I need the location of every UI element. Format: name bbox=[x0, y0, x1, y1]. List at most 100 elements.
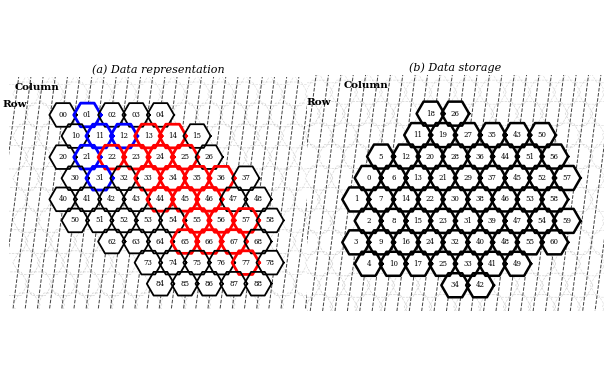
Text: 68: 68 bbox=[254, 237, 263, 245]
Text: 52: 52 bbox=[537, 174, 547, 182]
Text: 73: 73 bbox=[144, 259, 153, 267]
Text: 27: 27 bbox=[463, 131, 472, 139]
Text: 00: 00 bbox=[58, 111, 67, 119]
Text: 44: 44 bbox=[156, 195, 165, 203]
Text: 86: 86 bbox=[205, 280, 213, 288]
Polygon shape bbox=[184, 124, 210, 148]
Text: 1: 1 bbox=[354, 195, 359, 203]
Text: 21: 21 bbox=[438, 174, 447, 182]
Polygon shape bbox=[416, 144, 444, 169]
Polygon shape bbox=[244, 230, 272, 253]
Polygon shape bbox=[61, 124, 89, 148]
Text: 25: 25 bbox=[438, 260, 447, 268]
Polygon shape bbox=[147, 272, 174, 296]
Polygon shape bbox=[441, 273, 469, 297]
Text: 21: 21 bbox=[83, 153, 92, 161]
Text: 57: 57 bbox=[562, 174, 571, 182]
Text: 10: 10 bbox=[71, 132, 80, 140]
Polygon shape bbox=[208, 166, 235, 190]
Text: 12: 12 bbox=[119, 132, 128, 140]
Polygon shape bbox=[404, 209, 432, 233]
Title: (b) Data storage: (b) Data storage bbox=[409, 62, 502, 73]
Text: 31: 31 bbox=[95, 174, 104, 182]
Polygon shape bbox=[553, 209, 581, 233]
Text: 77: 77 bbox=[241, 259, 250, 267]
Polygon shape bbox=[528, 123, 556, 147]
Text: 20: 20 bbox=[58, 153, 67, 161]
Text: 03: 03 bbox=[132, 111, 140, 119]
Polygon shape bbox=[110, 208, 137, 232]
Text: 39: 39 bbox=[488, 217, 497, 225]
Polygon shape bbox=[208, 251, 235, 274]
Text: 34: 34 bbox=[168, 174, 177, 182]
Text: 23: 23 bbox=[132, 153, 140, 161]
Text: 63: 63 bbox=[132, 237, 140, 245]
Polygon shape bbox=[122, 188, 150, 211]
Polygon shape bbox=[541, 188, 568, 212]
Polygon shape bbox=[429, 123, 457, 147]
Text: 56: 56 bbox=[550, 152, 559, 161]
Text: 40: 40 bbox=[475, 238, 485, 246]
Polygon shape bbox=[232, 208, 260, 232]
Text: Column: Column bbox=[344, 81, 389, 90]
Text: 13: 13 bbox=[144, 132, 153, 140]
Polygon shape bbox=[454, 252, 482, 276]
Polygon shape bbox=[122, 230, 150, 253]
Polygon shape bbox=[49, 103, 77, 127]
Text: 42: 42 bbox=[107, 195, 116, 203]
Text: 54: 54 bbox=[168, 217, 177, 224]
Polygon shape bbox=[196, 145, 223, 169]
Text: 35: 35 bbox=[488, 131, 497, 139]
Polygon shape bbox=[86, 208, 113, 232]
Polygon shape bbox=[404, 166, 432, 190]
Polygon shape bbox=[86, 166, 113, 190]
Polygon shape bbox=[404, 252, 432, 276]
Polygon shape bbox=[379, 166, 407, 190]
Text: 23: 23 bbox=[438, 217, 447, 225]
Text: 44: 44 bbox=[500, 152, 510, 161]
Polygon shape bbox=[367, 230, 395, 254]
Text: 57: 57 bbox=[241, 217, 250, 224]
Text: 0: 0 bbox=[366, 174, 371, 182]
Text: 55: 55 bbox=[525, 238, 534, 246]
Polygon shape bbox=[429, 166, 457, 190]
Text: 85: 85 bbox=[181, 280, 189, 288]
Text: 38: 38 bbox=[475, 195, 485, 203]
Polygon shape bbox=[61, 208, 89, 232]
Text: 52: 52 bbox=[119, 217, 128, 224]
Polygon shape bbox=[503, 252, 531, 276]
Polygon shape bbox=[98, 145, 125, 169]
Polygon shape bbox=[516, 144, 544, 169]
Polygon shape bbox=[491, 230, 519, 254]
Text: 53: 53 bbox=[525, 195, 534, 203]
Polygon shape bbox=[196, 230, 223, 253]
Text: 67: 67 bbox=[229, 237, 238, 245]
Text: 04: 04 bbox=[156, 111, 165, 119]
Text: 4: 4 bbox=[366, 260, 371, 268]
Polygon shape bbox=[466, 230, 494, 254]
Text: 41: 41 bbox=[83, 195, 92, 203]
Polygon shape bbox=[379, 252, 407, 276]
Text: 22: 22 bbox=[426, 195, 435, 203]
Polygon shape bbox=[478, 123, 506, 147]
Polygon shape bbox=[171, 145, 198, 169]
Text: 51: 51 bbox=[525, 152, 534, 161]
Text: 34: 34 bbox=[451, 281, 460, 289]
Text: 62: 62 bbox=[107, 237, 116, 245]
Text: 50: 50 bbox=[71, 217, 80, 224]
Text: 31: 31 bbox=[463, 217, 472, 225]
Polygon shape bbox=[74, 188, 101, 211]
Text: 60: 60 bbox=[550, 238, 559, 246]
Polygon shape bbox=[429, 209, 457, 233]
Text: 13: 13 bbox=[413, 174, 423, 182]
Polygon shape bbox=[184, 208, 210, 232]
Polygon shape bbox=[98, 103, 125, 127]
Text: 12: 12 bbox=[401, 152, 410, 161]
Polygon shape bbox=[232, 166, 260, 190]
Text: 54: 54 bbox=[537, 217, 547, 225]
Text: 43: 43 bbox=[513, 131, 522, 139]
Text: 64: 64 bbox=[156, 237, 165, 245]
Text: 56: 56 bbox=[217, 217, 226, 224]
Polygon shape bbox=[354, 209, 382, 233]
Polygon shape bbox=[541, 144, 568, 169]
